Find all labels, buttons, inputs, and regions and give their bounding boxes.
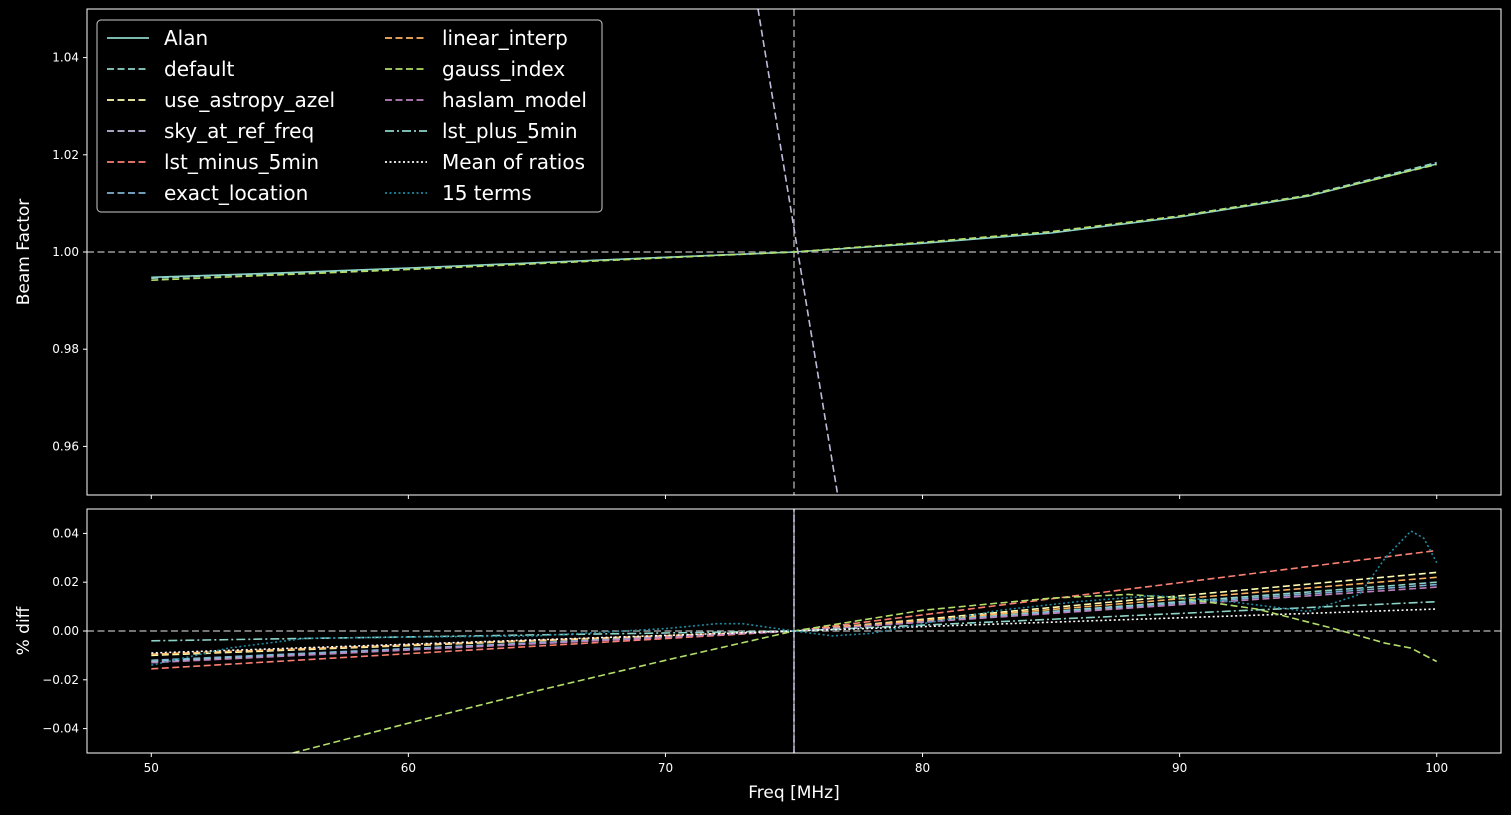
y-tick-label: −0.04	[42, 722, 79, 736]
top-panel: 0.96 0.98 1.00 1.02 1.04 Beam Factor	[14, 8, 1502, 499]
y-tick-label: 1.00	[52, 245, 79, 259]
y-tick-label: 0.04	[52, 526, 79, 540]
legend-item-haslam-model: haslam_model	[385, 88, 587, 112]
legend: Alan default use_astropy_azel sky_at_ref_fr…	[96, 19, 603, 213]
x-tick-label: 70	[658, 761, 673, 775]
y-tick-label: 0.98	[52, 342, 79, 356]
y-tick-label: 0.96	[52, 439, 79, 453]
series-gauss-index	[151, 163, 1437, 281]
legend-label: default	[164, 57, 235, 81]
y-tick-label: 1.04	[52, 51, 79, 65]
legend-label: gauss_index	[442, 57, 565, 81]
y-axis-label: Beam Factor	[14, 199, 34, 306]
legend-label: 15 terms	[442, 181, 532, 205]
legend-label: haslam_model	[442, 88, 587, 112]
x-axis-label: Freq [MHz]	[748, 783, 839, 803]
y-tick-label: 1.02	[52, 148, 79, 162]
bottom-panel: −0.04 −0.02 0.00 0.02 0.04 50 60 70 80 90 100 % dif…	[14, 508, 1502, 803]
legend-item-lst-plus-5min: lst_plus_5min	[385, 119, 578, 143]
legend-box	[96, 19, 603, 213]
legend-label: lst_minus_5min	[164, 150, 319, 174]
legend-label: exact_location	[164, 181, 308, 205]
y-tick-label: 0.00	[52, 624, 79, 638]
legend-item-exact-location: exact_location	[107, 181, 308, 205]
legend-item-alan: Alan	[107, 26, 208, 50]
y-axis-label: % diff	[14, 605, 34, 655]
legend-item-sky-at-ref-freq: sky_at_ref_freq	[107, 119, 314, 143]
legend-label: sky_at_ref_freq	[164, 119, 314, 143]
legend-item-lst-minus-5min: lst_minus_5min	[107, 150, 319, 174]
x-tick-label: 50	[144, 761, 159, 775]
y-tick-label: 0.02	[52, 575, 79, 589]
y-tick-label: −0.02	[42, 673, 79, 687]
legend-label: Mean of ratios	[442, 150, 585, 174]
series-sky-at-ref-freq	[757, 9, 839, 495]
legend-item-gauss-index: gauss_index	[385, 57, 565, 81]
legend-item-linear-interp: linear_interp	[385, 26, 568, 50]
x-tick-label: 90	[1172, 761, 1187, 775]
legend-item-mean-of-ratios: Mean of ratios	[385, 150, 585, 174]
legend-label: use_astropy_azel	[164, 88, 335, 112]
legend-item-use-astropy-azel: use_astropy_azel	[107, 88, 335, 112]
x-tick-label: 60	[401, 761, 416, 775]
legend-label: Alan	[164, 26, 208, 50]
x-tick-label: 100	[1425, 761, 1448, 775]
legend-label: linear_interp	[442, 26, 568, 50]
legend-item-15-terms: 15 terms	[385, 181, 532, 205]
series-gauss-index	[292, 593, 1438, 753]
series-mean-of-ratios	[151, 608, 1437, 654]
legend-label: lst_plus_5min	[442, 119, 578, 143]
legend-item-default: default	[107, 57, 235, 81]
x-tick-label: 80	[915, 761, 930, 775]
